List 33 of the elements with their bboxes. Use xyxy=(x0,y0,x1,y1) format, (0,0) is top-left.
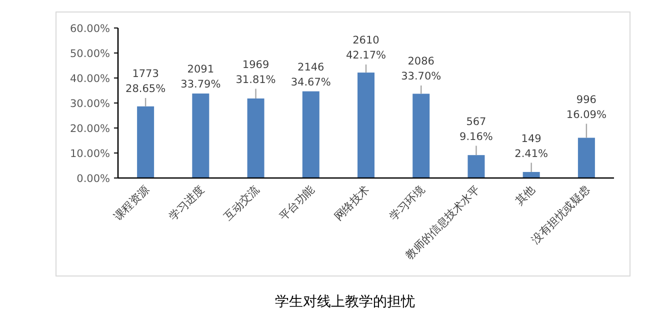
bar xyxy=(578,138,595,178)
data-label: 2146 34.67% xyxy=(290,61,331,88)
x-tick-label: 学习环境 xyxy=(386,182,428,224)
bar xyxy=(192,94,210,178)
x-tick-label: 互动交流 xyxy=(222,182,262,224)
y-tick-label: 50.00% xyxy=(70,48,110,60)
data-label: 567 9.16% xyxy=(460,116,493,143)
x-tick-label: 其他 xyxy=(512,182,538,208)
bar xyxy=(137,106,154,178)
data-label: 2091 33.79% xyxy=(180,64,221,91)
bar xyxy=(522,172,540,178)
x-tick-label: 学习进度 xyxy=(166,182,207,224)
data-label: 1969 31.81% xyxy=(236,58,276,86)
bar xyxy=(412,94,430,178)
x-tick-label: 网络技术 xyxy=(332,182,372,224)
data-label: 2610 42.17% xyxy=(346,34,386,62)
x-tick-label: 课程资源 xyxy=(111,182,152,224)
data-label: 149 2.41% xyxy=(514,132,548,160)
data-label: 2086 33.70% xyxy=(401,56,442,82)
bar xyxy=(247,98,264,178)
y-tick-label: 10.00% xyxy=(70,148,110,160)
x-tick-label: 平台功能 xyxy=(276,182,318,224)
y-tick-label: 60.00% xyxy=(70,23,110,35)
text: 学生对线上教学的担忧 xyxy=(275,294,415,310)
bar xyxy=(358,72,374,178)
y-tick-label: 30.00% xyxy=(70,98,110,110)
y-tick-label: 20.00% xyxy=(70,123,110,135)
y-tick-label: 0.00% xyxy=(76,173,110,185)
y-tick-label: 40.00% xyxy=(70,73,110,85)
bar xyxy=(302,91,320,178)
data-label: 1773 28.65% xyxy=(126,68,166,95)
data-label: 996 16.09% xyxy=(566,94,606,121)
bar xyxy=(468,155,485,178)
